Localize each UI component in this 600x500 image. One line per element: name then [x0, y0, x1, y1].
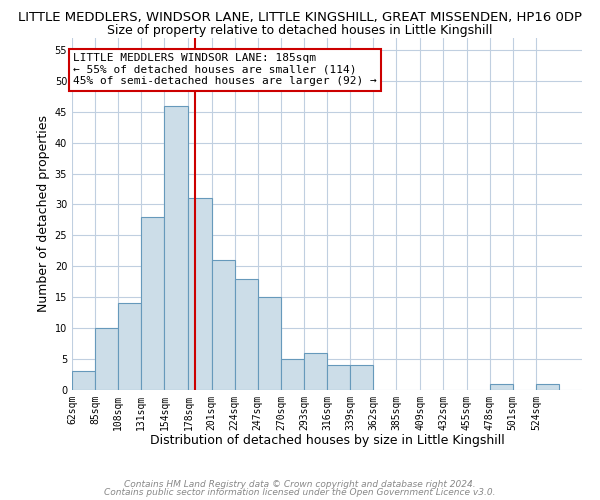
Bar [72, 372, 95, 390]
Bar [490, 384, 513, 390]
Bar [141, 217, 164, 390]
Bar [304, 353, 327, 390]
Bar [281, 359, 304, 390]
Bar [258, 297, 281, 390]
Bar [235, 278, 258, 390]
Text: LITTLE MEDDLERS WINDSOR LANE: 185sqm
← 55% of detached houses are smaller (114)
: LITTLE MEDDLERS WINDSOR LANE: 185sqm ← 5… [73, 53, 377, 86]
Text: Contains HM Land Registry data © Crown copyright and database right 2024.: Contains HM Land Registry data © Crown c… [124, 480, 476, 489]
Bar [350, 366, 373, 390]
Bar [95, 328, 118, 390]
Bar [536, 384, 559, 390]
Text: Size of property relative to detached houses in Little Kingshill: Size of property relative to detached ho… [107, 24, 493, 37]
X-axis label: Distribution of detached houses by size in Little Kingshill: Distribution of detached houses by size … [149, 434, 505, 448]
Bar [188, 198, 212, 390]
Y-axis label: Number of detached properties: Number of detached properties [37, 116, 50, 312]
Text: LITTLE MEDDLERS, WINDSOR LANE, LITTLE KINGSHILL, GREAT MISSENDEN, HP16 0DP: LITTLE MEDDLERS, WINDSOR LANE, LITTLE KI… [18, 11, 582, 24]
Bar [118, 304, 141, 390]
Text: Contains public sector information licensed under the Open Government Licence v3: Contains public sector information licen… [104, 488, 496, 497]
Bar [327, 366, 350, 390]
Bar [164, 106, 188, 390]
Bar [212, 260, 235, 390]
